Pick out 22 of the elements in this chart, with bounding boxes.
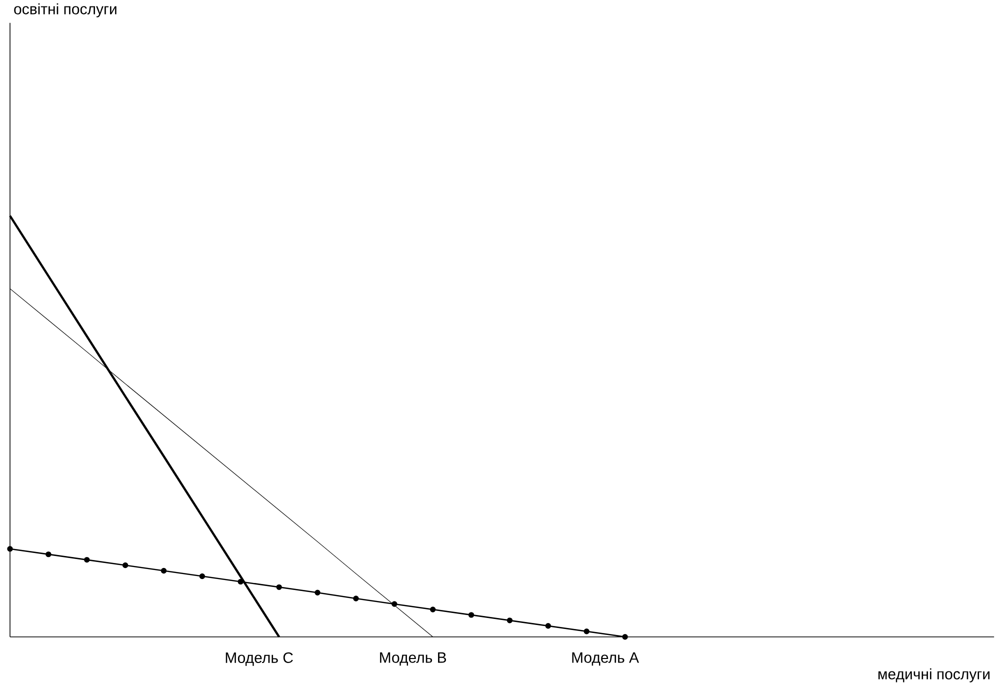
point: [122, 562, 128, 568]
point: [84, 557, 90, 563]
point: [199, 574, 206, 580]
x-axis-title: медичні послуги: [878, 668, 990, 683]
point: [7, 546, 13, 552]
point: [276, 584, 282, 590]
point: [545, 623, 552, 629]
point: [468, 612, 474, 618]
point: [160, 568, 167, 574]
point: [238, 578, 244, 585]
series-label: Модель C: [226, 652, 293, 666]
series-label: Модель A: [572, 652, 639, 666]
series-label: Модель B: [380, 652, 446, 666]
point: [584, 628, 590, 634]
point: [46, 552, 52, 558]
point: [430, 606, 436, 612]
text: освітні послуги: [14, 3, 116, 18]
point: [506, 618, 513, 624]
point: [353, 596, 359, 602]
point: [392, 601, 398, 608]
point: [622, 634, 628, 640]
point: [314, 590, 320, 596]
